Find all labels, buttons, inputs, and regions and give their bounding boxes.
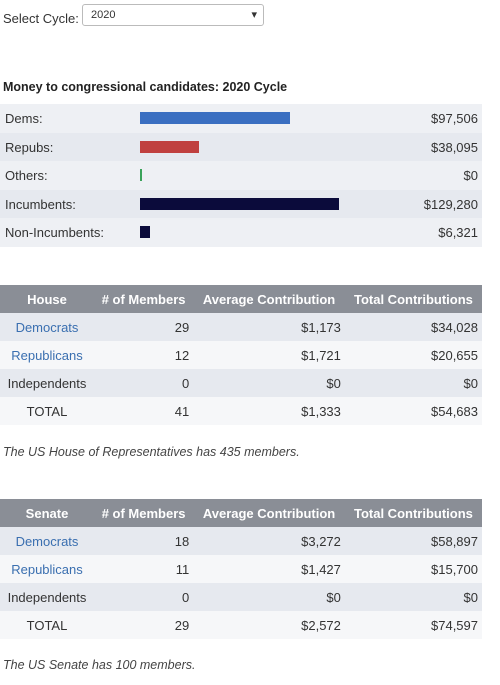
house-table: House # of Members Average Contribution Tot…	[0, 285, 482, 425]
cell: $2,572	[301, 617, 341, 633]
cell: $58,897	[431, 533, 478, 549]
cell: $0	[463, 589, 478, 605]
row-value: $38,095	[431, 139, 478, 155]
table-note: The US Senate has 100 members.	[3, 658, 196, 672]
table-note: The US House of Representatives has 435 …	[3, 445, 300, 459]
bar	[140, 197, 339, 210]
cell: 18	[174, 533, 190, 549]
header-cell: Average Contribution	[193, 499, 345, 527]
table-row: TOTAL 29 $2,572 $74,597	[0, 611, 482, 639]
row-value: $97,506	[431, 111, 478, 126]
cell: 0	[181, 589, 190, 605]
senate-table: Senate # of Members Average Contribution To…	[0, 499, 482, 639]
table-body: Democrats 18 $3,272 $58,897 Republicans 11 $1,…	[0, 527, 482, 639]
cell: $1,427	[301, 561, 341, 577]
cell: $15,700	[431, 561, 478, 577]
cell: Democrats	[0, 527, 94, 555]
header-cell: Total Contributions	[344, 285, 482, 313]
row-label: Incumbents:	[5, 196, 76, 212]
cell: TOTAL	[26, 403, 68, 419]
select-label: Select Cycle:	[3, 11, 79, 26]
summary-row: Incumbents: $129,280	[0, 189, 482, 219]
cell: TOTAL	[26, 617, 68, 633]
bar	[140, 226, 150, 239]
header-row: Senate # of Members Average Contribution To…	[0, 499, 482, 527]
header-row: House # of Members Average Contribution Tot…	[0, 285, 482, 313]
table-row: Democrats 18 $3,272 $58,897	[0, 527, 482, 555]
party-link[interactable]: Democrats	[15, 533, 79, 549]
row-label: Dems:	[5, 111, 43, 126]
table-row: Republicans 12 $1,721 $20,655	[0, 341, 482, 369]
table-head: Senate # of Members Average Contribution To…	[0, 499, 482, 527]
cell: Republicans	[0, 555, 94, 583]
cell: $1,721	[301, 347, 341, 363]
cell: 0	[181, 375, 190, 391]
header-cell: Senate	[0, 499, 94, 527]
cell: 11	[175, 561, 190, 577]
bar	[140, 112, 291, 124]
table-row: Independents 0 $0 $0	[0, 369, 482, 397]
summary-row: Others: $0	[0, 161, 482, 190]
row-value: $0	[463, 168, 478, 184]
table-row: TOTAL 41 $1,333 $54,683	[0, 397, 482, 425]
cell: $20,655	[431, 347, 478, 363]
row-label: Non-Incumbents:	[5, 225, 104, 241]
party-link[interactable]: Republicans	[11, 347, 83, 363]
table-body: Democrats 29 $1,173 $34,028 Republicans 12 $1,…	[0, 313, 482, 425]
header-cell: # of Members	[94, 499, 194, 527]
cell: $0	[326, 589, 341, 605]
cell: Republicans	[0, 341, 94, 369]
party-link[interactable]: Democrats	[15, 319, 79, 335]
header-cell: Total Contributions	[344, 499, 482, 527]
cell: $34,028	[431, 319, 478, 335]
cell: Independents	[7, 375, 87, 391]
cell: 12	[174, 347, 190, 363]
summary-row: Dems: $97,506	[0, 104, 482, 133]
cell: 41	[174, 403, 190, 419]
table-row: Republicans 11 $1,427 $15,700	[0, 555, 482, 583]
table-row: Democrats 29 $1,173 $34,028	[0, 313, 482, 341]
cell: $1,173	[301, 319, 341, 335]
party-link[interactable]: Republicans	[11, 561, 83, 577]
cell: 29	[174, 319, 190, 335]
row-label: Repubs:	[5, 139, 54, 155]
table-row: Independents 0 $0 $0	[0, 583, 482, 611]
row-label: Others:	[5, 168, 48, 184]
table-head: House # of Members Average Contribution Tot…	[0, 285, 482, 313]
cell: $0	[463, 375, 478, 391]
cell: $1,333	[301, 403, 341, 419]
header-cell: House	[0, 285, 94, 313]
summary-row: Non-Incumbents: $6,321	[0, 218, 482, 247]
bar	[140, 169, 142, 182]
cell: $0	[326, 375, 341, 391]
header-cell: Average Contribution	[193, 285, 345, 313]
cell: Independents	[7, 589, 87, 605]
summary-row: Repubs: $38,095	[0, 132, 482, 162]
cell: 29	[174, 617, 190, 633]
bar	[140, 140, 199, 153]
header-cell: # of Members	[94, 285, 194, 313]
summary-title: Money to congressional candidates: 2020 …	[3, 80, 288, 94]
cell: $74,597	[431, 617, 478, 633]
cell: Democrats	[0, 313, 94, 341]
cycle-select[interactable]: 2020	[82, 4, 264, 26]
cell: $3,272	[301, 533, 341, 549]
row-value: $129,280	[423, 196, 478, 212]
cell: $54,683	[431, 403, 478, 419]
row-value: $6,321	[438, 225, 478, 241]
